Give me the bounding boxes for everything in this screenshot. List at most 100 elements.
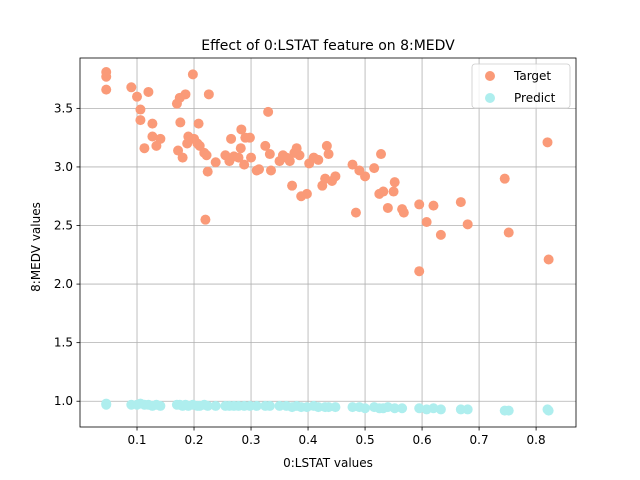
target-point [414, 266, 425, 277]
predict-point [428, 403, 439, 414]
y-tick-label: 3.5 [54, 101, 73, 115]
x-tick-label: 0.5 [356, 433, 375, 447]
target-point [244, 132, 255, 143]
x-tick-label: 0.3 [241, 433, 260, 447]
target-point [350, 207, 361, 218]
predict-point [330, 402, 341, 413]
predict-point [435, 404, 446, 415]
target-point [201, 150, 212, 161]
plot-frame [79, 57, 577, 428]
target-point [543, 254, 554, 265]
y-tick-label: 3.0 [54, 160, 73, 174]
target-point [139, 143, 150, 154]
target-point [101, 71, 112, 82]
target-point [260, 140, 271, 151]
x-tick-label: 0.4 [298, 433, 317, 447]
target-point [126, 82, 137, 93]
legend-label-predict: Predict [514, 91, 556, 105]
target-point [143, 86, 154, 97]
target-point [236, 124, 247, 135]
y-axis-label: 8:MEDV values [29, 202, 43, 292]
predict-point [313, 402, 324, 413]
target-point [235, 143, 246, 154]
target-point [369, 163, 380, 174]
target-point [187, 69, 198, 80]
predict-point [360, 403, 371, 414]
target-point [155, 133, 166, 144]
x-tick-label: 0.2 [184, 433, 203, 447]
target-point [287, 180, 298, 191]
target-point [323, 149, 334, 160]
x-axis-label: 0:LSTAT values [283, 456, 373, 470]
predict-point [543, 405, 554, 416]
predict-point [210, 400, 221, 411]
legend: Target Predict [471, 63, 571, 109]
legend-marker-predict [485, 93, 495, 103]
target-point [414, 199, 425, 210]
target-point [203, 89, 214, 100]
predict-point [389, 403, 400, 414]
target-point [462, 219, 473, 230]
y-tick-label: 2.5 [54, 219, 73, 233]
legend-label-target: Target [513, 69, 551, 83]
target-point [301, 188, 312, 199]
predict-point [414, 403, 425, 414]
target-point [388, 186, 399, 197]
data-points [101, 67, 554, 416]
target-point [147, 131, 158, 142]
target-point [233, 152, 244, 163]
predict-point [202, 400, 213, 411]
target-point [202, 166, 213, 177]
target-point [330, 171, 341, 182]
predict-point [155, 400, 166, 411]
target-point [294, 150, 305, 161]
predict-point [264, 400, 275, 411]
target-point [265, 165, 276, 176]
axis-ticks: 0.1 0.2 0.3 0.4 0.5 0.6 0.7 0.8 1.0 1.5 2.0 2.5 3.0 3… [54, 101, 546, 447]
legend-marker-target [485, 71, 495, 81]
target-point [503, 227, 514, 238]
predict-point [101, 398, 112, 409]
target-point [264, 149, 275, 160]
target-point [147, 118, 158, 129]
target-point [360, 171, 371, 182]
target-point [389, 177, 400, 188]
target-point [210, 157, 221, 168]
y-tick-label: 1.0 [54, 394, 73, 408]
predict-point [251, 400, 262, 411]
target-point [101, 84, 112, 95]
target-point [428, 200, 439, 211]
target-point [193, 118, 204, 129]
target-point [175, 117, 186, 128]
y-tick-label: 2.0 [54, 277, 73, 291]
predict-point [244, 400, 255, 411]
x-tick-label: 0.8 [527, 433, 546, 447]
target-point [455, 197, 466, 208]
y-tick-label: 1.5 [54, 336, 73, 350]
target-point [313, 154, 324, 165]
predict-point [347, 402, 358, 413]
target-point [499, 173, 510, 184]
target-point [239, 159, 250, 170]
target-point [542, 137, 553, 148]
x-tick-label: 0.7 [470, 433, 489, 447]
target-point [135, 115, 146, 126]
target-point [382, 202, 393, 213]
chart-title: Effect of 0:LSTAT feature on 8:MEDV [201, 38, 455, 54]
predict-point [503, 405, 514, 416]
x-tick-label: 0.6 [413, 433, 432, 447]
target-point [173, 145, 184, 156]
target-point [435, 229, 446, 240]
predict-point [462, 404, 473, 415]
target-point [254, 164, 265, 175]
legend-box [471, 63, 571, 109]
target-point [376, 149, 387, 160]
x-tick-label: 0.1 [127, 433, 146, 447]
predict-point [274, 400, 285, 411]
target-point [321, 140, 332, 151]
grid-lines [80, 58, 576, 427]
target-point [421, 217, 432, 227]
target-point [284, 156, 295, 167]
target-point [200, 214, 211, 225]
